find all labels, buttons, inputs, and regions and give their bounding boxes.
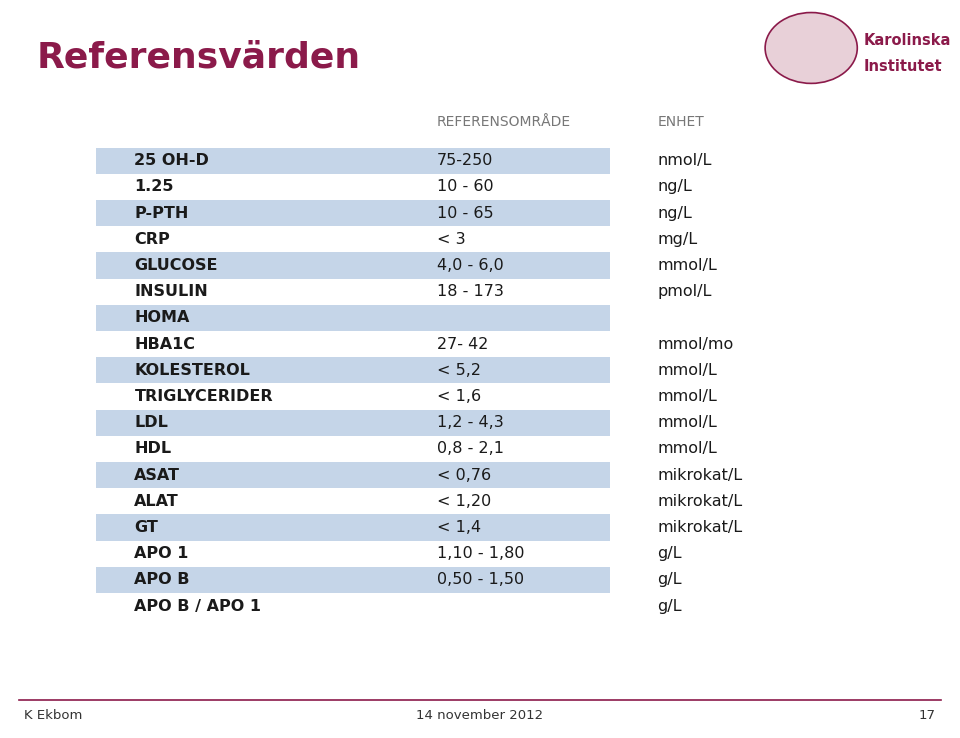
Text: APO 1: APO 1 bbox=[134, 546, 189, 561]
Bar bbox=[96, 410, 610, 435]
Text: mmol/L: mmol/L bbox=[658, 363, 717, 378]
Text: < 1,6: < 1,6 bbox=[437, 389, 481, 404]
Text: HDL: HDL bbox=[134, 441, 172, 456]
Bar bbox=[96, 357, 610, 384]
Text: APO B: APO B bbox=[134, 573, 190, 587]
Text: mmol/L: mmol/L bbox=[658, 415, 717, 430]
Text: 4,0 - 6,0: 4,0 - 6,0 bbox=[437, 258, 504, 273]
Text: 10 - 65: 10 - 65 bbox=[437, 206, 493, 221]
Text: Karolinska: Karolinska bbox=[864, 33, 951, 48]
Text: K Ekbom: K Ekbom bbox=[24, 709, 83, 723]
Text: mikrokat/L: mikrokat/L bbox=[658, 468, 743, 483]
Text: ng/L: ng/L bbox=[658, 206, 692, 221]
Text: mmol/L: mmol/L bbox=[658, 441, 717, 456]
Text: P-PTH: P-PTH bbox=[134, 206, 189, 221]
Text: LDL: LDL bbox=[134, 415, 168, 430]
Text: mg/L: mg/L bbox=[658, 232, 698, 246]
Text: 17: 17 bbox=[919, 709, 936, 723]
Text: HOMA: HOMA bbox=[134, 311, 190, 325]
Text: mikrokat/L: mikrokat/L bbox=[658, 494, 743, 508]
Text: 14 november 2012: 14 november 2012 bbox=[417, 709, 543, 723]
Text: 18 - 173: 18 - 173 bbox=[437, 284, 504, 299]
Text: ASAT: ASAT bbox=[134, 468, 180, 483]
Text: ALAT: ALAT bbox=[134, 494, 180, 508]
Text: < 3: < 3 bbox=[437, 232, 466, 246]
Text: TRIGLYCERIDER: TRIGLYCERIDER bbox=[134, 389, 273, 404]
Text: 1,2 - 4,3: 1,2 - 4,3 bbox=[437, 415, 504, 430]
Text: CRP: CRP bbox=[134, 232, 170, 246]
Text: g/L: g/L bbox=[658, 546, 683, 561]
Text: 75-250: 75-250 bbox=[437, 154, 493, 168]
Text: < 1,20: < 1,20 bbox=[437, 494, 492, 508]
Text: 0,50 - 1,50: 0,50 - 1,50 bbox=[437, 573, 524, 587]
Bar bbox=[96, 200, 610, 226]
Circle shape bbox=[765, 13, 857, 83]
Text: g/L: g/L bbox=[658, 573, 683, 587]
Text: nmol/L: nmol/L bbox=[658, 154, 712, 168]
Text: < 0,76: < 0,76 bbox=[437, 468, 491, 483]
Text: 1,10 - 1,80: 1,10 - 1,80 bbox=[437, 546, 524, 561]
Text: g/L: g/L bbox=[658, 599, 683, 613]
Text: REFERENSOMRÅDE: REFERENSOMRÅDE bbox=[437, 115, 571, 129]
Text: Institutet: Institutet bbox=[864, 59, 943, 74]
Text: mikrokat/L: mikrokat/L bbox=[658, 520, 743, 535]
Text: 25 OH-D: 25 OH-D bbox=[134, 154, 209, 168]
Text: mmol/L: mmol/L bbox=[658, 389, 717, 404]
Text: 27- 42: 27- 42 bbox=[437, 337, 489, 351]
Text: ENHET: ENHET bbox=[658, 115, 705, 129]
Text: mmol/L: mmol/L bbox=[658, 258, 717, 273]
Text: KOLESTEROL: KOLESTEROL bbox=[134, 363, 251, 378]
Text: < 1,4: < 1,4 bbox=[437, 520, 481, 535]
Bar bbox=[96, 462, 610, 488]
Text: pmol/L: pmol/L bbox=[658, 284, 712, 299]
Text: APO B / APO 1: APO B / APO 1 bbox=[134, 599, 261, 613]
Text: Referensvärden: Referensvärden bbox=[36, 41, 361, 75]
Text: HBA1C: HBA1C bbox=[134, 337, 196, 351]
Bar bbox=[96, 567, 610, 593]
Bar bbox=[96, 514, 610, 540]
Text: GT: GT bbox=[134, 520, 158, 535]
Text: 10 - 60: 10 - 60 bbox=[437, 179, 493, 194]
Text: ng/L: ng/L bbox=[658, 179, 692, 194]
Bar bbox=[96, 252, 610, 278]
Text: GLUCOSE: GLUCOSE bbox=[134, 258, 218, 273]
Bar bbox=[96, 148, 610, 173]
Text: < 5,2: < 5,2 bbox=[437, 363, 481, 378]
Bar bbox=[96, 305, 610, 331]
Text: mmol/mo: mmol/mo bbox=[658, 337, 733, 351]
Text: 1.25: 1.25 bbox=[134, 179, 174, 194]
Text: 0,8 - 2,1: 0,8 - 2,1 bbox=[437, 441, 504, 456]
Text: INSULIN: INSULIN bbox=[134, 284, 208, 299]
